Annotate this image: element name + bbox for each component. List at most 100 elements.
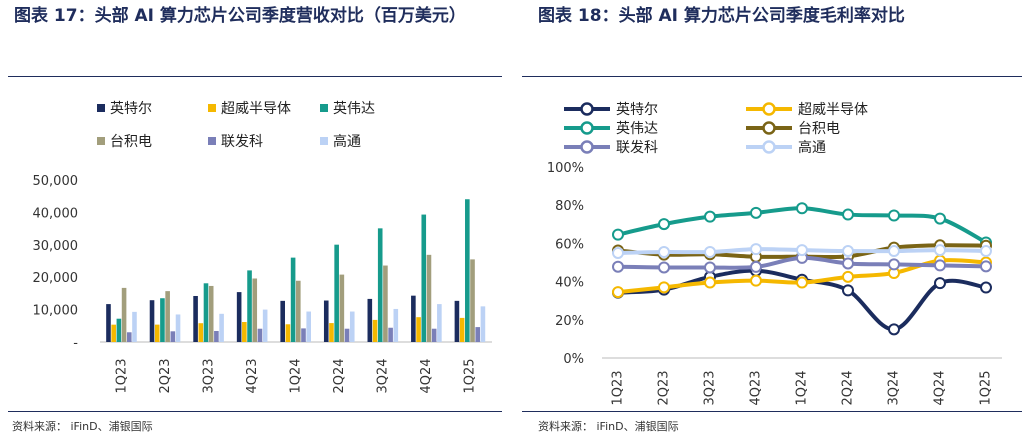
legend-label-5: 高通: [798, 139, 826, 156]
data-point: [980, 245, 992, 258]
x-tick-label: 1Q25: [979, 370, 994, 405]
x-tick-label: 2Q23: [657, 370, 672, 405]
bar: [214, 330, 219, 342]
bar: [388, 327, 393, 342]
data-point: [796, 276, 808, 289]
bar: [349, 311, 355, 342]
x-tick-label: 3Q23: [201, 358, 216, 393]
bar: [242, 322, 247, 342]
data-point: [704, 210, 716, 223]
data-point: [842, 270, 854, 283]
x-tick-label: 2Q24: [841, 370, 856, 405]
bar: [203, 283, 209, 342]
data-point: [612, 246, 624, 259]
bar: [121, 287, 127, 342]
bar: [459, 317, 465, 342]
data-point: [888, 245, 900, 258]
bar: [421, 214, 427, 342]
legend-marker-0: [580, 102, 594, 116]
bar: [475, 327, 481, 342]
y-tick-label: 60%: [555, 237, 584, 252]
legend-label-4: 联发科: [616, 140, 658, 156]
bar: [193, 295, 198, 342]
data-point: [842, 257, 854, 270]
data-point: [658, 261, 670, 274]
data-point: [704, 261, 716, 274]
legend-swatch-2: [320, 104, 328, 112]
x-tick-label: 4Q23: [245, 358, 260, 393]
bar: [411, 295, 416, 342]
data-point: [934, 212, 946, 225]
x-tick-label: 2Q24: [332, 358, 347, 393]
bar: [339, 274, 345, 342]
right-chart-title: 图表 18：头部 AI 算力芯片公司季度毛利率对比: [538, 6, 905, 26]
bar: [262, 309, 268, 342]
bar: [285, 324, 291, 342]
y-tick-label: 30,000: [33, 239, 79, 254]
bar: [465, 199, 470, 342]
bar: [470, 259, 475, 342]
legend-marker-3: [762, 121, 776, 135]
data-point: [750, 243, 762, 256]
x-tick-label: 4Q24: [419, 358, 434, 393]
x-tick-label: 1Q24: [289, 358, 304, 393]
legend-label-0: 英特尔: [616, 101, 658, 118]
bar: [126, 332, 132, 342]
legend-label-4: 联发科: [221, 134, 263, 150]
bar: [383, 265, 388, 342]
data-point: [658, 245, 670, 258]
data-point: [842, 245, 854, 258]
data-point: [612, 228, 624, 241]
bar: [480, 306, 486, 342]
legend-marker-5: [762, 140, 776, 154]
bar: [323, 300, 329, 342]
bar: [454, 300, 460, 342]
x-tick-label: 1Q23: [114, 358, 129, 393]
x-tick-label: 1Q25: [463, 358, 478, 393]
bar: [290, 257, 296, 342]
data-point: [612, 286, 624, 299]
x-tick-label: 3Q24: [376, 358, 391, 393]
data-point: [842, 208, 854, 221]
bar: [175, 314, 181, 342]
y-tick-label: 40,000: [33, 206, 79, 221]
bar: [426, 254, 432, 342]
bar: [344, 328, 350, 342]
right-source-note: 资料来源： iFinD、浦银国际: [538, 420, 679, 433]
bar: [306, 311, 311, 342]
bar: [160, 298, 165, 342]
data-point: [796, 244, 808, 257]
legend-label-5: 高通: [333, 133, 361, 150]
x-tick-label: 4Q23: [749, 370, 764, 405]
data-point: [934, 259, 946, 272]
data-point: [704, 276, 716, 289]
legend-marker-1: [762, 102, 776, 116]
data-point: [750, 274, 762, 287]
bar: [132, 311, 137, 342]
bar: [296, 280, 301, 342]
data-point: [612, 260, 624, 273]
legend-swatch-1: [208, 104, 216, 112]
legend-label-2: 英伟达: [616, 120, 658, 137]
x-tick-label: 2Q23: [158, 358, 173, 393]
bar: [334, 244, 339, 342]
bar: [106, 304, 111, 342]
left-title-rule: [8, 76, 502, 77]
legend-label-1: 超威半导体: [221, 101, 291, 117]
left-source-note: 资料来源： iFinD、浦银国际: [12, 420, 153, 433]
y-tick-label: 40%: [555, 276, 584, 291]
data-point: [980, 281, 992, 294]
data-point: [888, 323, 900, 336]
legend-label-2: 英伟达: [333, 100, 375, 117]
bar: [111, 324, 116, 342]
bar: [329, 323, 334, 342]
x-tick-label: 3Q24: [887, 370, 902, 405]
x-tick-label: 4Q24: [933, 370, 948, 405]
bar: [252, 278, 258, 342]
legend-label-3: 台积电: [798, 121, 840, 137]
data-point: [842, 284, 854, 297]
legend-label-1: 超威半导体: [798, 102, 868, 118]
y-tick-label: -: [73, 336, 78, 351]
y-tick-label: 0%: [563, 352, 584, 367]
bar: [437, 304, 442, 342]
